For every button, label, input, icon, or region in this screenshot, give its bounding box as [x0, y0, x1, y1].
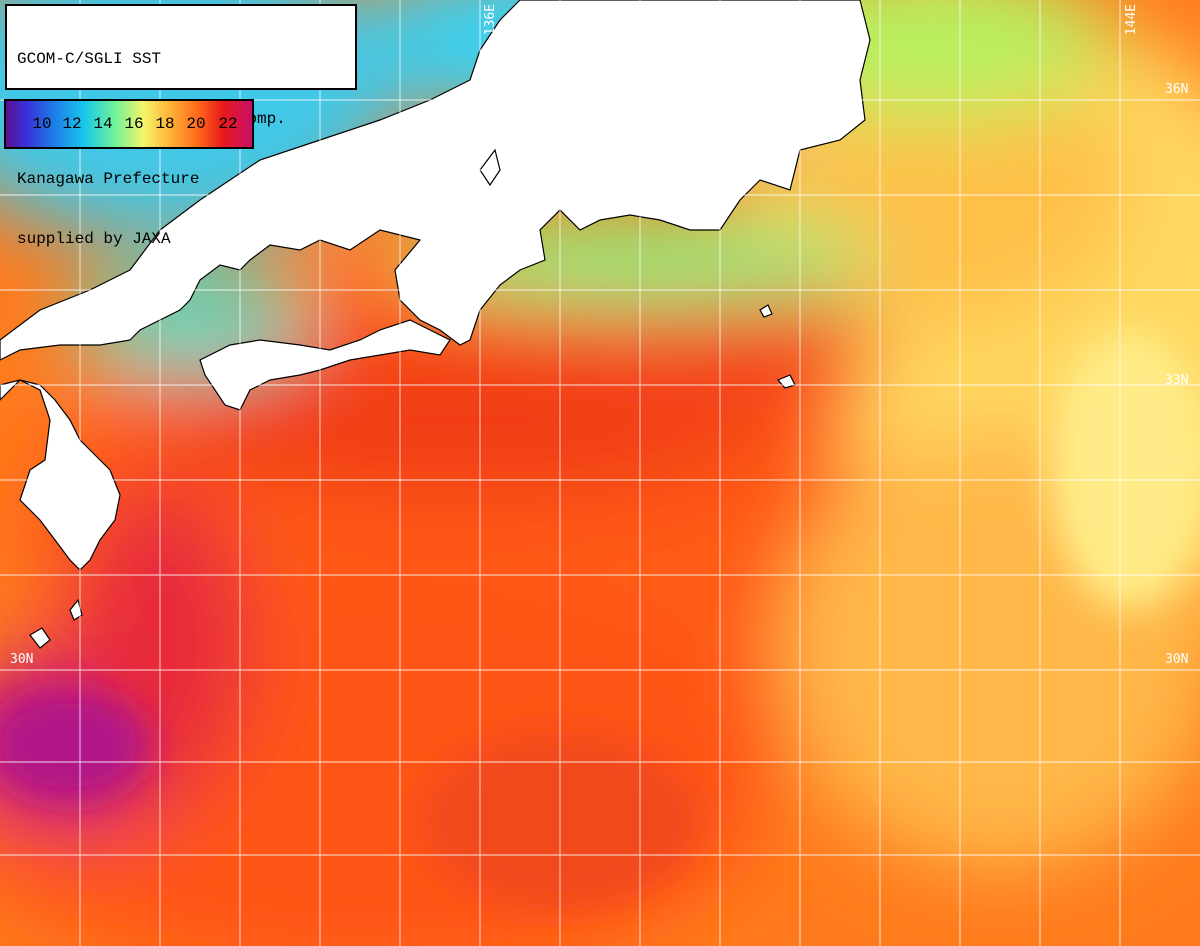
title-supplier: supplied by JAXA [17, 230, 171, 248]
color-legend: 10 12 14 16 18 20 22 [4, 99, 254, 149]
legend-label-22: 22 [218, 115, 238, 133]
legend-label-16: 16 [124, 115, 144, 133]
lon-label-144e: 144E [1124, 4, 1139, 36]
title-product: GCOM-C/SGLI SST [17, 50, 162, 68]
land-masses [0, 0, 871, 649]
land-island-2 [69, 598, 83, 621]
legend-label-12: 12 [62, 115, 82, 133]
title-box: GCOM-C/SGLI SST ~2026/03/28 (UTC) Week C… [5, 4, 357, 248]
land-island-1 [29, 627, 51, 649]
lat-label-33n: 33N [1165, 373, 1189, 388]
lat-label-36n: 36N [1165, 82, 1189, 97]
title-prefecture: Kanagawa Prefecture [17, 170, 200, 188]
legend-label-10: 10 [32, 115, 52, 133]
lat-label-30n-left: 30N [10, 652, 34, 667]
legend-label-14: 14 [93, 115, 113, 133]
legend-label-18: 18 [155, 115, 175, 133]
land-kyushu [0, 379, 121, 571]
lon-label-136e: 136E [483, 4, 498, 36]
land-awaji [479, 148, 501, 187]
land-honshu [0, 0, 871, 361]
legend-label-20: 20 [186, 115, 206, 133]
lat-label-30n-right: 30N [1165, 652, 1189, 667]
land-island-4 [759, 304, 773, 318]
